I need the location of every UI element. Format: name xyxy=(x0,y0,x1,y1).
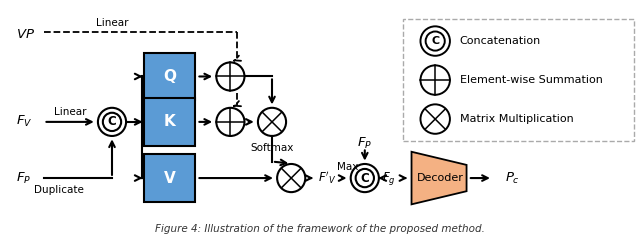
Text: $F_P$: $F_P$ xyxy=(357,136,372,151)
Text: $P_c$: $P_c$ xyxy=(504,170,520,186)
Text: Concatenation: Concatenation xyxy=(460,36,541,46)
Text: Softmax: Softmax xyxy=(250,143,294,153)
Text: Decoder: Decoder xyxy=(417,173,464,183)
Bar xyxy=(144,154,195,202)
Text: Element-wise Summation: Element-wise Summation xyxy=(460,75,602,85)
Bar xyxy=(144,53,195,100)
Text: $VP$: $VP$ xyxy=(16,28,35,41)
Text: C: C xyxy=(108,115,116,128)
Text: Linear: Linear xyxy=(96,18,129,28)
Text: $F_V$: $F_V$ xyxy=(16,114,33,130)
Text: Matrix Multiplication: Matrix Multiplication xyxy=(460,114,573,124)
Bar xyxy=(403,19,634,141)
Text: $F_g$: $F_g$ xyxy=(382,169,396,187)
Text: Duplicate: Duplicate xyxy=(34,185,84,195)
Text: Linear: Linear xyxy=(54,107,87,117)
Text: $F'_V$: $F'_V$ xyxy=(319,170,337,186)
Text: K: K xyxy=(164,114,175,129)
Text: C: C xyxy=(360,172,369,185)
Text: Max: Max xyxy=(337,162,358,172)
Text: C: C xyxy=(431,36,439,46)
Bar xyxy=(144,98,195,146)
Polygon shape xyxy=(412,152,467,204)
Text: Q: Q xyxy=(163,69,176,84)
Text: V: V xyxy=(164,171,175,185)
Text: Figure 4: Illustration of the framework of the proposed method.: Figure 4: Illustration of the framework … xyxy=(155,224,485,234)
Text: $F_P$: $F_P$ xyxy=(16,170,31,186)
